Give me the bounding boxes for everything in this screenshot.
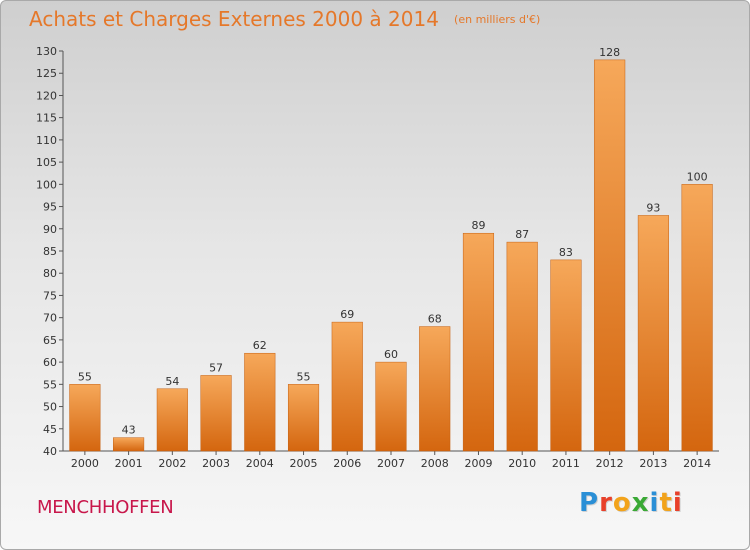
data-label-2002: 54 <box>165 375 179 388</box>
brand-letter: i <box>649 488 660 518</box>
chart-unit: (en milliers d'€) <box>454 13 541 26</box>
x-tick-label-2012: 2012 <box>596 457 624 470</box>
brand-letter: P <box>579 488 600 518</box>
bars: 55 43 54 57 62 55 69 60 68 89 87 83 128 93 100 <box>69 46 713 452</box>
x-tick-label-2010: 2010 <box>508 457 536 470</box>
x-tick-label-2011: 2011 <box>552 457 580 470</box>
x-tick-label-2007: 2007 <box>377 457 405 470</box>
data-label-2003: 57 <box>209 361 223 374</box>
y-tick-label: 90 <box>43 223 57 236</box>
bar-2004 <box>244 352 276 452</box>
chart-title: Achats et Charges Externes 2000 à 2014 <box>29 7 439 31</box>
bar-2002 <box>156 388 188 452</box>
brand-logo: Proxiti <box>579 488 683 518</box>
y-tick-label: 115 <box>36 112 57 125</box>
y-tick-label: 100 <box>36 178 57 191</box>
data-label-2011: 83 <box>559 246 573 259</box>
brand-letter: o <box>612 488 632 518</box>
x-tick-label-2014: 2014 <box>683 457 711 470</box>
x-tick-label-2013: 2013 <box>639 457 667 470</box>
x-tick-label-2002: 2002 <box>158 457 186 470</box>
brand-letter: t <box>659 488 673 518</box>
y-tick-label: 85 <box>43 245 57 258</box>
y-tick-label: 45 <box>43 423 57 436</box>
data-label-2014: 100 <box>687 170 708 183</box>
data-label-2006: 69 <box>340 308 354 321</box>
bar-2010 <box>506 241 538 452</box>
x-tick-label-2005: 2005 <box>290 457 318 470</box>
bar-2007 <box>375 361 407 452</box>
x-axis: 2000 2001 2002 2003 2004 2005 2006 2007 2008 2009… <box>63 450 719 470</box>
brand-letter: x <box>631 488 650 518</box>
data-label-2010: 87 <box>515 228 529 241</box>
y-tick-label: 95 <box>43 201 57 214</box>
x-tick-label-2008: 2008 <box>421 457 449 470</box>
y-tick-label: 125 <box>36 67 57 80</box>
data-label-2009: 89 <box>471 219 485 232</box>
x-tick-label-2003: 2003 <box>202 457 230 470</box>
bar-2012 <box>594 59 626 452</box>
y-tick-label: 60 <box>43 356 57 369</box>
y-tick-label: 50 <box>43 401 57 414</box>
x-tick-label-2000: 2000 <box>71 457 99 470</box>
bar-2008 <box>419 326 451 452</box>
data-label-2000: 55 <box>78 370 92 383</box>
y-tick-label: 40 <box>43 445 57 458</box>
x-tick-label-2009: 2009 <box>464 457 492 470</box>
data-label-2004: 62 <box>253 339 267 352</box>
data-label-2012: 128 <box>599 46 620 59</box>
x-tick-label-2001: 2001 <box>115 457 143 470</box>
bar-2001 <box>113 437 145 452</box>
y-tick-label: 55 <box>43 378 57 391</box>
y-axis: 40 45 50 55 60 65 70 75 80 85 90 95 100 105 110 115 120 1… <box>36 45 64 458</box>
brand-letter: i <box>672 488 683 518</box>
data-label-2001: 43 <box>122 424 136 437</box>
bar-2014 <box>681 184 713 452</box>
y-tick-label: 130 <box>36 45 57 58</box>
bar-2000 <box>69 384 101 452</box>
location-name: MENCHHOFFEN <box>37 497 174 518</box>
x-tick-label-2006: 2006 <box>333 457 361 470</box>
y-tick-label: 110 <box>36 134 57 147</box>
bar-2003 <box>200 375 232 452</box>
y-tick-label: 75 <box>43 289 57 302</box>
y-tick-label: 65 <box>43 334 57 347</box>
data-label-2013: 93 <box>646 201 660 214</box>
data-label-2008: 68 <box>428 313 442 326</box>
bar-2006 <box>331 321 363 452</box>
title-row: Achats et Charges Externes 2000 à 2014 (… <box>29 7 540 31</box>
y-tick-label: 120 <box>36 89 57 102</box>
brand-letter: r <box>599 488 613 518</box>
data-label-2007: 60 <box>384 348 398 361</box>
data-label-2005: 55 <box>297 370 311 383</box>
y-tick-label: 80 <box>43 267 57 280</box>
bar-2009 <box>462 232 495 452</box>
bar-2011 <box>550 259 582 452</box>
bar-2013 <box>637 215 669 452</box>
bar-2005 <box>287 384 320 452</box>
x-tick-label-2004: 2004 <box>246 457 274 470</box>
y-tick-label: 105 <box>36 156 57 169</box>
y-tick-label: 70 <box>43 312 57 325</box>
